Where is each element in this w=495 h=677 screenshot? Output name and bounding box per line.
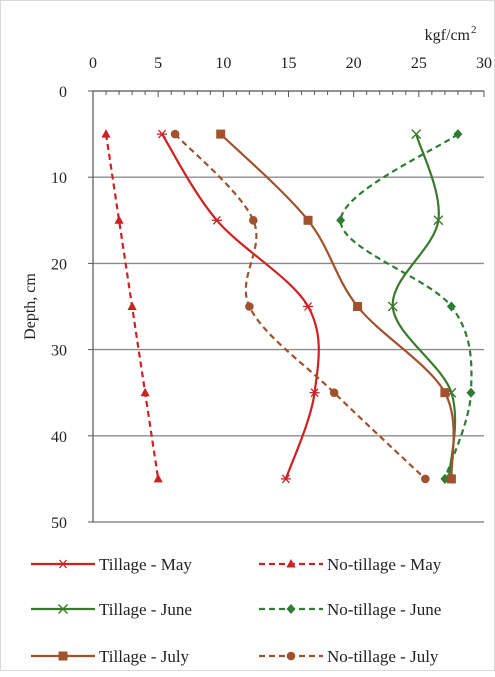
point-tillage-may-depth-45 xyxy=(280,474,291,484)
point-tillage-july-depth-35 xyxy=(440,388,450,398)
marker-stroke xyxy=(387,301,398,312)
point-tillage-june-depth-5 xyxy=(411,129,422,140)
legend-label-no-tillage-may: No-tillage - May xyxy=(327,555,442,574)
legend-swatch-marker xyxy=(286,604,296,614)
series-line-no-tillage-june xyxy=(339,133,473,480)
point-tillage-may-depth-35 xyxy=(309,388,320,398)
legend-swatch-marker xyxy=(286,559,296,568)
point-tillage-may-depth-25 xyxy=(303,302,314,311)
legend-item-no-tillage-june: No-tillage - June xyxy=(259,600,441,619)
legend-label-tillage-july: Tillage - July xyxy=(99,647,190,666)
point-no-tillage-may-depth-35 xyxy=(140,387,150,397)
point-no-tillage-june-depth-25 xyxy=(446,301,456,312)
point-tillage-july-depth-15 xyxy=(303,215,313,225)
legend-label-tillage-june: Tillage - June xyxy=(99,600,192,619)
legend-item-no-tillage-may: No-tillage - May xyxy=(259,555,442,574)
series-no-tillage-may xyxy=(101,129,163,483)
x-tick-label-15: 15 xyxy=(281,55,297,72)
point-no-tillage-may-depth-5 xyxy=(101,129,111,138)
legend-swatch-marker xyxy=(286,651,296,661)
legend-item-tillage-june: Tillage - June xyxy=(31,600,192,619)
legend-label-no-tillage-july: No-tillage - July xyxy=(327,647,439,666)
series-no-tillage-july xyxy=(170,129,430,484)
point-no-tillage-july-depth-45 xyxy=(421,474,430,484)
x-axis-title: kgf/cm xyxy=(425,27,471,44)
point-tillage-june-depth-25 xyxy=(387,301,398,312)
y-tick-label-50: 50 xyxy=(51,515,67,532)
series-tillage-july xyxy=(216,129,456,484)
x-tick-label-25: 25 xyxy=(411,55,427,72)
marker-stroke xyxy=(158,129,167,139)
y-tick-label-10: 10 xyxy=(51,170,67,187)
point-no-tillage-june-depth-15 xyxy=(336,215,346,226)
marker-stroke xyxy=(58,604,68,614)
series-layer xyxy=(101,129,476,484)
x-tick-label-30: 30 xyxy=(476,55,492,72)
point-tillage-july-depth-25 xyxy=(353,302,363,311)
x-tick-label-0: 0 xyxy=(89,55,97,72)
marker-stroke xyxy=(212,215,221,225)
point-tillage-may-depth-15 xyxy=(211,215,222,225)
marker-stroke xyxy=(411,129,422,140)
y-tick-label-30: 30 xyxy=(51,343,67,360)
point-no-tillage-may-depth-15 xyxy=(114,215,124,224)
y-tick-label-20: 20 xyxy=(51,256,67,273)
series-line-tillage-june xyxy=(391,133,457,479)
point-no-tillage-july-depth-15 xyxy=(249,216,258,225)
grid-layer xyxy=(93,176,484,523)
marker-stroke xyxy=(433,215,444,226)
legend-swatch-marker xyxy=(58,651,68,661)
point-tillage-may-depth-5 xyxy=(157,129,168,139)
series-line-tillage-may xyxy=(161,133,320,480)
y-tick-label-0: 0 xyxy=(59,84,67,101)
legend-item-tillage-july: Tillage - July xyxy=(31,647,190,666)
point-tillage-july-depth-45 xyxy=(446,474,456,484)
series-line-no-tillage-july xyxy=(174,133,427,480)
axis-layer: 0 5 10 15 20 25 30 0 10 20 30 40 50 kgf/cm 2 Depth, cm xyxy=(22,24,492,532)
marker-stroke xyxy=(304,302,313,311)
y-axis-title: Depth, cm xyxy=(22,273,39,340)
point-no-tillage-july-depth-25 xyxy=(245,302,254,311)
point-tillage-july-depth-5 xyxy=(216,129,226,139)
point-no-tillage-july-depth-35 xyxy=(329,388,339,398)
point-tillage-june-depth-15 xyxy=(433,215,444,226)
marker-stroke xyxy=(59,559,67,569)
point-no-tillage-july-depth-5 xyxy=(170,129,180,139)
series-tillage-may xyxy=(157,129,320,484)
point-no-tillage-june-depth-5 xyxy=(453,129,463,140)
marker-stroke xyxy=(281,474,290,484)
y-tick-label-40: 40 xyxy=(51,429,67,446)
point-no-tillage-may-depth-25 xyxy=(127,301,137,310)
legend: Tillage - May No-tillage - May Tillage - J… xyxy=(31,555,442,666)
point-no-tillage-may-depth-45 xyxy=(153,473,163,483)
x-tick-label-20: 20 xyxy=(346,55,362,72)
x-tick-label-5: 5 xyxy=(154,55,162,72)
series-line-tillage-july xyxy=(219,133,455,479)
legend-label-tillage-may: Tillage - May xyxy=(99,555,192,574)
x-tick-label-10: 10 xyxy=(215,55,231,72)
legend-swatch-marker xyxy=(58,559,68,569)
legend-swatch-marker xyxy=(58,604,68,614)
legend-item-no-tillage-july: No-tillage - July xyxy=(259,647,439,666)
series-tillage-june xyxy=(387,129,457,484)
legend-label-no-tillage-june: No-tillage - June xyxy=(327,600,441,619)
legend-item-tillage-may: Tillage - May xyxy=(31,555,192,574)
x-axis-title-superscript: 2 xyxy=(471,24,477,36)
point-no-tillage-june-depth-35 xyxy=(466,387,476,398)
marker-stroke xyxy=(310,388,319,398)
